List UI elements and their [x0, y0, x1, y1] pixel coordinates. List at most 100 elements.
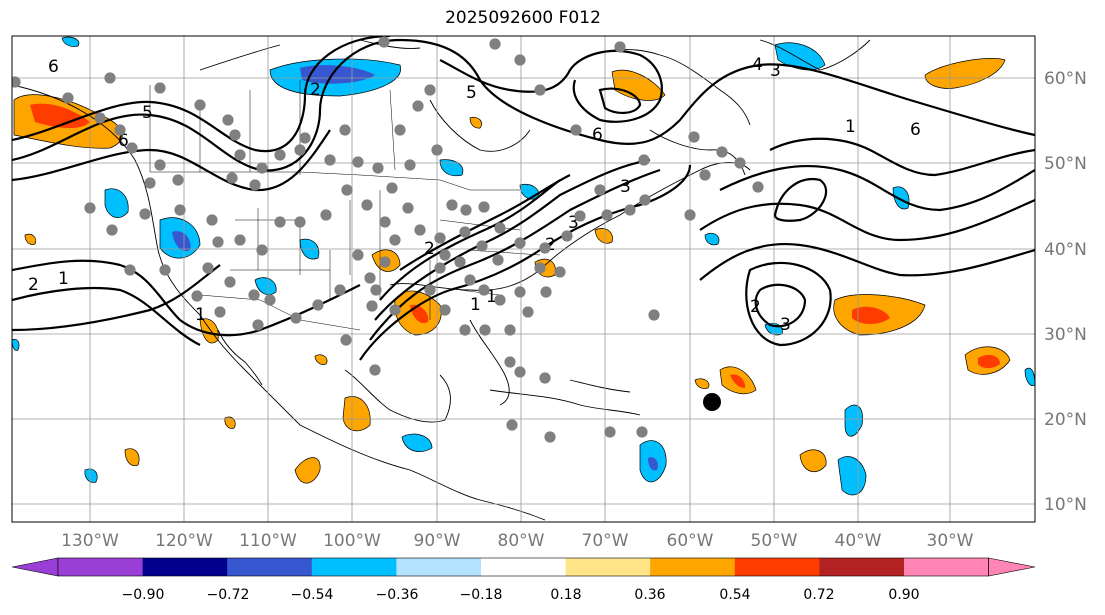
contour-label: 1	[470, 295, 481, 315]
lat-label: 60°N	[1044, 69, 1087, 89]
station-dot	[574, 210, 586, 222]
contour-label: 2	[310, 80, 321, 100]
station-dot	[114, 124, 126, 136]
station-dot	[479, 324, 491, 336]
positive-blob	[342, 396, 371, 432]
colorbar-segment	[819, 558, 905, 576]
station-dot	[352, 156, 364, 168]
station-dot	[159, 264, 171, 276]
negative-blob	[104, 188, 129, 218]
positive-blob	[694, 378, 710, 389]
contour-label: 1	[58, 269, 69, 289]
station-dot	[446, 199, 458, 211]
colorbar-tick-label: −0.90	[122, 587, 165, 603]
contour-label: 3	[620, 177, 631, 197]
colorbar-segment	[650, 558, 736, 576]
negative-blob	[84, 468, 98, 483]
station-dot	[191, 290, 203, 302]
station-dot	[412, 100, 424, 112]
lon-label: 130°W	[61, 531, 119, 551]
station-dot	[126, 142, 138, 154]
station-dot	[394, 124, 406, 136]
negative-core	[172, 231, 191, 252]
station-dot	[206, 214, 218, 226]
negative-blob	[61, 36, 80, 47]
colorbar-extend-max	[988, 557, 1036, 577]
station-dot	[478, 201, 490, 213]
station-dot	[424, 84, 436, 96]
contour-label: 2	[28, 275, 39, 295]
station-dot	[402, 202, 414, 214]
station-dot	[370, 284, 382, 296]
station-dot	[514, 286, 526, 298]
station-dot	[194, 99, 206, 111]
station-dot	[639, 194, 651, 206]
station-dot	[464, 274, 476, 286]
station-dot	[414, 224, 426, 236]
station-dot	[752, 181, 764, 193]
contour-label: 3	[780, 315, 791, 335]
contour-label: 3	[770, 61, 781, 81]
colorbar-segment	[311, 558, 397, 576]
station-dot	[684, 209, 696, 221]
station-dot	[361, 199, 373, 211]
station-dot	[334, 284, 346, 296]
lat-label: 10°N	[1044, 495, 1087, 515]
positive-blob	[924, 58, 1006, 89]
station-dot	[234, 149, 246, 161]
lat-label: 40°N	[1044, 240, 1087, 260]
station-dot	[12, 76, 21, 88]
negative-blob	[837, 456, 867, 496]
station-dot	[506, 419, 518, 431]
negative-blob	[892, 186, 910, 210]
colorbar-tick-label: −0.18	[460, 587, 503, 603]
station-dot	[369, 364, 381, 376]
lat-label: 50°N	[1044, 154, 1087, 174]
colorbar-tick-labels: −0.90 −0.72 −0.54 −0.36 −0.18 0.18 0.36 …	[122, 587, 920, 603]
gridlines	[12, 36, 1035, 522]
lon-label: 110°W	[239, 531, 297, 551]
positive-blob	[469, 116, 483, 129]
lon-label: 90°W	[414, 531, 461, 551]
colorbar-tick-label: −0.72	[207, 587, 250, 603]
station-dot	[614, 41, 626, 53]
station-dot	[339, 124, 351, 136]
lon-label: 80°W	[498, 531, 545, 551]
positive-blob	[124, 448, 140, 466]
positive-blob	[594, 228, 613, 244]
station-dot	[460, 204, 472, 216]
station-dot	[341, 184, 353, 196]
station-dot	[716, 146, 728, 158]
station-dot	[154, 82, 166, 94]
positive-blob	[294, 457, 321, 484]
station-dot	[256, 244, 268, 256]
negative-blob	[401, 433, 433, 452]
contour-label: 1	[486, 287, 497, 307]
station-dot	[539, 242, 551, 254]
station-dot	[636, 426, 648, 438]
colorbar-tick-label: 0.36	[634, 587, 665, 603]
lat-axis-labels: 60°N 50°N 40°N 30°N 20°N 10°N	[1044, 69, 1087, 515]
station-dot	[514, 366, 526, 378]
station-dot	[222, 114, 234, 126]
negative-blob	[12, 338, 20, 351]
lon-label: 120°W	[155, 531, 213, 551]
station-dot	[404, 159, 416, 171]
colorbar-segment	[227, 558, 313, 576]
station-dot	[172, 174, 184, 186]
station-dot	[256, 162, 268, 174]
colorbar-tick-label: 0.54	[719, 587, 750, 603]
positive-core	[852, 306, 890, 324]
station-dot	[294, 144, 306, 156]
map-frame	[11, 35, 1036, 523]
station-dot	[379, 216, 391, 228]
station-dot	[604, 426, 616, 438]
station-dot	[234, 234, 246, 246]
positive-blob	[314, 354, 328, 365]
contour-label: 1	[845, 117, 856, 137]
station-dot	[594, 184, 606, 196]
colorbar-segment	[734, 558, 820, 576]
contour-label: 5	[466, 83, 477, 103]
station-dot	[106, 224, 118, 236]
negative-core	[648, 457, 658, 471]
